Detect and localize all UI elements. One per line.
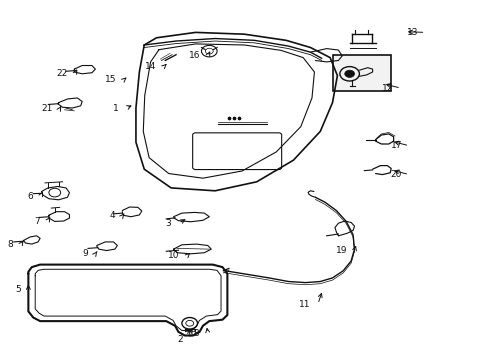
Text: 7: 7 [34, 217, 40, 226]
Text: 5: 5 [15, 285, 21, 294]
Text: 1: 1 [113, 104, 119, 112]
Text: 2: 2 [177, 335, 183, 343]
Text: 11: 11 [298, 300, 310, 309]
Text: 19: 19 [335, 246, 346, 255]
Text: 6: 6 [27, 192, 33, 201]
Circle shape [344, 70, 354, 77]
Text: 17: 17 [389, 141, 401, 150]
Text: 22: 22 [56, 69, 67, 78]
Text: 12: 12 [382, 84, 393, 93]
Text: 3: 3 [165, 219, 171, 228]
Text: 8: 8 [7, 240, 13, 249]
FancyBboxPatch shape [192, 133, 281, 170]
Text: 16: 16 [188, 51, 200, 60]
FancyBboxPatch shape [332, 55, 390, 91]
Text: 10: 10 [168, 251, 180, 260]
Text: 21: 21 [41, 104, 52, 113]
Text: 4: 4 [109, 211, 115, 220]
Text: 14: 14 [145, 62, 156, 71]
Text: 20: 20 [390, 170, 401, 179]
Text: 9: 9 [82, 249, 88, 258]
Text: 15: 15 [104, 76, 116, 85]
Text: 18: 18 [188, 328, 200, 338]
Text: 13: 13 [406, 28, 417, 37]
